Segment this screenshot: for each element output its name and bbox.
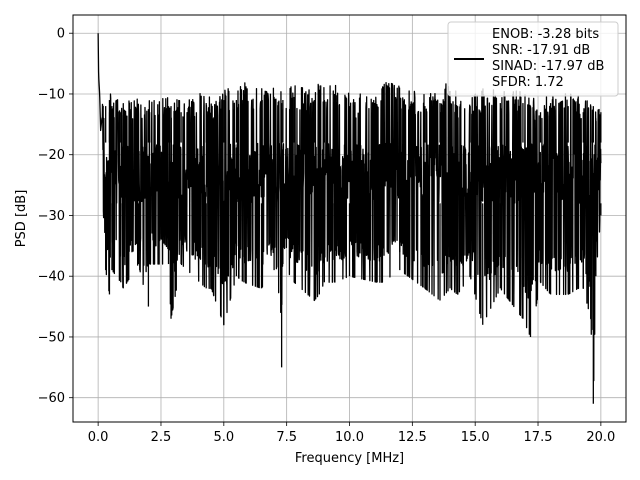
y-axis-label: PSD [dB]	[14, 190, 29, 248]
y-tick-label: −30	[38, 209, 65, 224]
y-tick-label: −10	[38, 87, 65, 102]
x-tick-label: 0.0	[88, 430, 109, 445]
legend-entry-enob: ENOB: -3.28 bits	[492, 27, 599, 42]
y-tick-label: 0	[57, 27, 65, 42]
psd-series-line	[97, 33, 602, 382]
x-tick-label: 20.0	[586, 430, 615, 445]
legend: ENOB: -3.28 bits SNR: -17.91 dB SINAD: -…	[447, 21, 619, 97]
y-tick-label: −50	[38, 330, 65, 345]
y-tick-label: −20	[38, 148, 65, 163]
x-tick-label: 12.5	[398, 430, 427, 445]
x-tick-label: 17.5	[524, 430, 553, 445]
y-tick-label: −40	[38, 270, 65, 285]
x-tick-label: 15.0	[461, 430, 490, 445]
legend-entry-sinad: SINAD: -17.97 dB	[492, 59, 604, 74]
axis-ticks: 0.0 2.5 5.0 7.5 10.0 12.5 15.0 17.5 20.0 0 −10 −20 −…	[38, 27, 616, 445]
x-tick-label: 7.5	[276, 430, 297, 445]
y-tick-label: −60	[38, 391, 65, 406]
legend-entry-sfdr: SFDR: 1.72	[492, 75, 564, 90]
x-axis-label: Frequency [MHz]	[295, 451, 404, 466]
legend-box	[447, 21, 619, 97]
x-tick-label: 10.0	[335, 430, 364, 445]
x-tick-label: 5.0	[213, 430, 234, 445]
x-tick-label: 2.5	[151, 430, 172, 445]
plot-area	[97, 33, 602, 404]
legend-entry-snr: SNR: -17.91 dB	[492, 43, 590, 58]
